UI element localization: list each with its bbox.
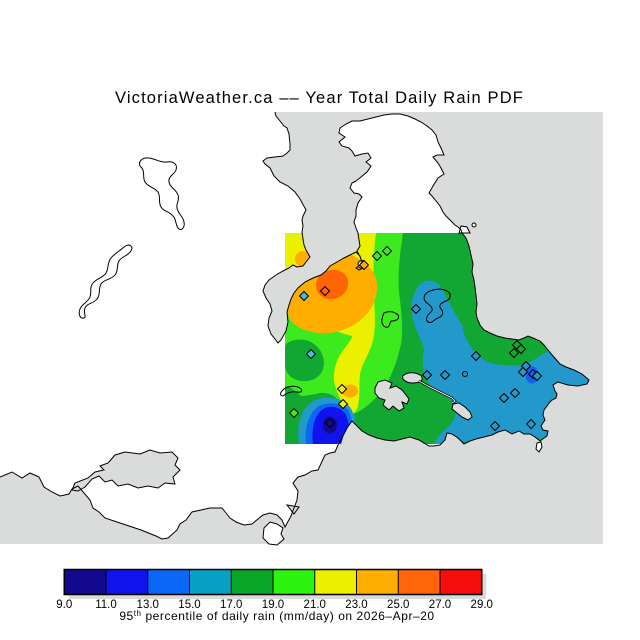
svg-text:11.0: 11.0 xyxy=(95,599,117,611)
svg-text:19.0: 19.0 xyxy=(262,599,284,611)
svg-text:95th percentile of daily rain: 95th percentile of daily rain (mm/day) o… xyxy=(119,609,434,624)
svg-text:23.0: 23.0 xyxy=(345,599,367,611)
svg-text:VictoriaWeather.ca –– Year Tot: VictoriaWeather.ca –– Year Total Daily R… xyxy=(115,89,524,107)
svg-text:21.0: 21.0 xyxy=(304,599,326,611)
svg-text:17.0: 17.0 xyxy=(220,599,242,611)
svg-text:29.0: 29.0 xyxy=(471,599,493,611)
svg-text:25.0: 25.0 xyxy=(387,599,409,611)
svg-text:15.0: 15.0 xyxy=(178,599,200,611)
svg-text:27.0: 27.0 xyxy=(429,599,451,611)
svg-text:9.0: 9.0 xyxy=(56,599,72,611)
svg-text:13.0: 13.0 xyxy=(137,599,159,611)
